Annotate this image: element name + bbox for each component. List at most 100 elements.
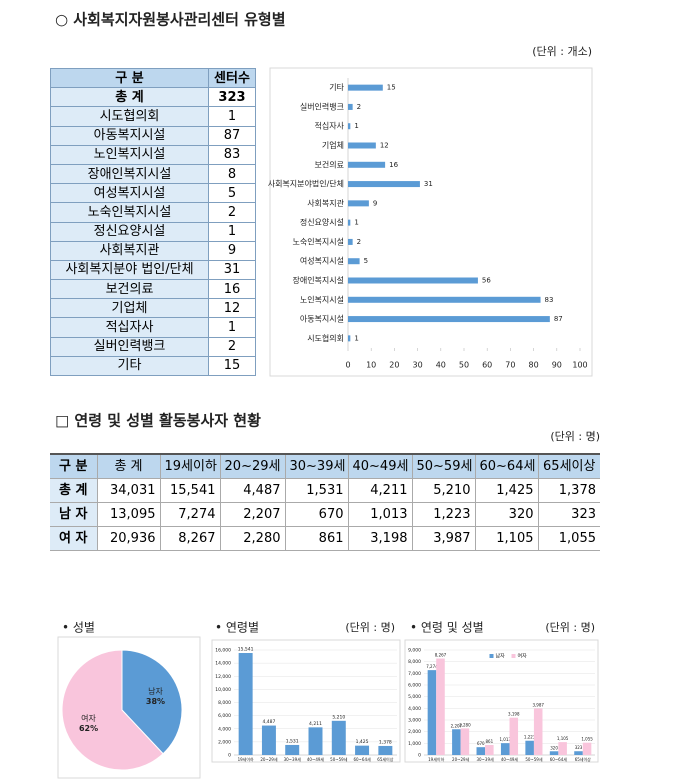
x-tick-label: 100 [572, 361, 587, 370]
category-label: 시도협의회 [307, 333, 344, 343]
table-cell: 8,267 [159, 526, 221, 551]
value-label: 5 [364, 257, 368, 265]
x-tick-label: 50 [459, 361, 469, 370]
bar [308, 727, 323, 755]
table-row: 사회복지분야 법인/단체 31 [50, 259, 256, 281]
chart-title: • 연령별 [215, 621, 259, 635]
table-cell: 1,531 [284, 478, 349, 503]
category-label: 장애인복지시설 [292, 275, 344, 285]
table-cell: 87 [208, 125, 256, 146]
table-cell: 2 [208, 202, 256, 223]
chart-frame [269, 67, 593, 377]
bar [436, 658, 445, 755]
section-title: ○ 사회복지자원봉사관리센터 유형별 [55, 11, 286, 29]
value-label: 83 [545, 296, 554, 304]
legend-label: 여자 [518, 653, 528, 660]
table-cell: 총 계 [50, 478, 98, 503]
table-row: 총 계 34,031 15,541 4,487 1,531 4,211 5,210 1,425… [50, 478, 600, 503]
value-label: 320 [550, 745, 558, 750]
bar [348, 335, 351, 342]
value-label: 4,487 [262, 719, 275, 725]
bar [558, 742, 567, 755]
table-cell: 기업체 [50, 298, 209, 319]
value-label: 56 [482, 277, 491, 285]
value-label: 2 [357, 238, 361, 246]
x-tick-label: 80 [529, 361, 539, 370]
section-title: □ 연령 및 성별 활동봉사자 현황 [55, 412, 261, 430]
bar [476, 747, 486, 755]
table-row: 실버인력뱅크 2 [50, 336, 256, 357]
value-label: 670 [477, 741, 485, 746]
table-row: 정신요양시설 1 [50, 221, 256, 242]
category-label: 사회복지관 [307, 198, 344, 208]
category-label: 실버인력뱅크 [300, 101, 344, 111]
y-tick-label: 6,000 [218, 713, 231, 719]
value-label: 1,425 [356, 739, 369, 745]
bar [500, 743, 510, 755]
x-tick-label: 19세이하 [428, 756, 444, 762]
value-label: 12 [380, 142, 389, 150]
table-row: 구 분 센터수 [50, 67, 256, 89]
bar [574, 751, 583, 755]
value-label: 3,198 [508, 712, 520, 717]
chart-title: • 연령 및 성별 [410, 621, 484, 635]
x-tick-label: 90 [552, 361, 562, 370]
value-label: 16 [389, 161, 398, 169]
chart-frame [404, 639, 599, 763]
table-cell: 5,210 [411, 478, 476, 503]
slice-value: 38% [146, 697, 165, 706]
x-tick-label: 30 [413, 361, 423, 370]
table-cell: 센터수 [208, 67, 256, 89]
x-tick-label: 65세이상 [377, 756, 393, 762]
y-tick-label: 12,000 [215, 674, 231, 680]
table-cell: 1 [208, 106, 256, 127]
table-cell: 4,211 [347, 478, 413, 503]
value-label: 1,055 [581, 737, 593, 742]
table-cell: 노인복지시설 [50, 144, 209, 165]
bar [348, 219, 351, 226]
table-cell: 323 [537, 502, 600, 527]
bar [549, 751, 559, 755]
category-label: 기업체 [322, 140, 344, 150]
table-cell: 861 [284, 526, 349, 551]
table-cell: 1,105 [474, 526, 539, 551]
x-tick-label: 30~39세 [284, 756, 302, 762]
table-cell: 총 계 [96, 453, 161, 479]
value-label: 8,267 [435, 653, 447, 658]
table-cell: 2,280 [219, 526, 286, 551]
table-cell: 보건의료 [50, 279, 209, 300]
unit-label: (단위 : 명) [545, 621, 595, 634]
value-label: 31 [424, 180, 433, 188]
table-row: 총 계 323 [50, 87, 256, 108]
legend-swatch [511, 654, 516, 658]
table-cell: 여성복지시설 [50, 183, 209, 204]
y-tick-label: 10,000 [215, 687, 231, 693]
y-tick-label: 5,000 [408, 694, 421, 700]
table-row: 장애인복지시설 8 [50, 163, 256, 185]
x-tick-label: 19세이하 [238, 756, 254, 762]
chart-frame [211, 639, 401, 763]
y-tick-label: 4,000 [218, 726, 231, 732]
table-row: 사회복지관 9 [50, 240, 256, 261]
table-cell: 시도협의회 [50, 106, 209, 127]
bar [485, 744, 494, 755]
x-tick-label: 60~64세 [353, 756, 371, 762]
pie-slice [121, 649, 183, 755]
x-tick-label: 60~64세 [550, 756, 568, 762]
table-cell: 2,207 [219, 502, 286, 527]
table-cell: 34,031 [96, 478, 161, 503]
bar [331, 720, 346, 755]
table-row: 기타 15 [50, 355, 256, 377]
category-label: 아동복지시설 [300, 314, 344, 324]
bar [533, 708, 543, 755]
category-label: 기타 [329, 83, 344, 92]
slice-value: 62% [79, 724, 98, 733]
bar [460, 728, 470, 755]
table-cell: 323 [208, 87, 256, 108]
chart-title: • 성별 [62, 621, 95, 635]
category-label: 보건의료 [315, 159, 344, 169]
bar [427, 670, 437, 755]
x-tick-label: 40~49세 [501, 756, 519, 762]
table-cell: 50~59세 [411, 453, 476, 479]
x-tick-label: 20 [389, 361, 399, 370]
